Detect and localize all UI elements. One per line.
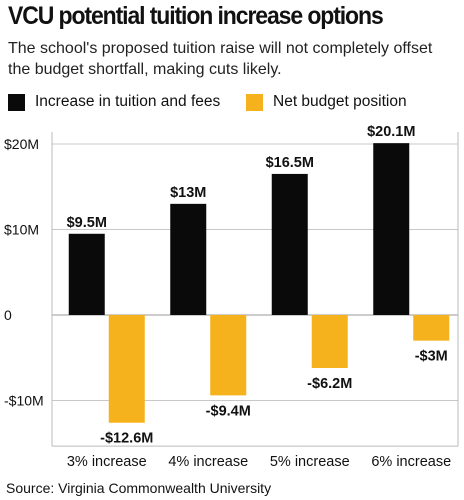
legend-label-tuition: Increase in tuition and fees	[35, 93, 221, 110]
y-tick-label: 0	[4, 307, 12, 323]
bar-tuition	[373, 143, 410, 315]
data-label: -$12.6M	[100, 431, 153, 447]
bar-budget	[311, 315, 348, 369]
y-tick-label: -$10M	[4, 393, 44, 409]
legend-item-budget: Net budget position	[246, 93, 407, 111]
data-label: $20.1M	[367, 124, 415, 140]
y-tick-label: $20M	[4, 136, 39, 152]
chart-title: VCU potential tuition increase options	[8, 2, 384, 30]
data-label: -$3M	[415, 349, 448, 365]
bar-budget	[108, 315, 145, 423]
x-tick-label: 5% increase	[270, 454, 350, 470]
chart-subtitle: The school's proposed tuition raise will…	[8, 40, 433, 78]
bar-tuition	[170, 203, 207, 315]
bar-tuition	[68, 233, 105, 315]
legend-item-tuition: Increase in tuition and fees	[8, 93, 220, 111]
x-tick-label: 6% increase	[371, 454, 451, 470]
data-label: $13M	[170, 185, 206, 201]
x-tick-label: 4% increase	[168, 454, 248, 470]
legend-swatch-tuition	[8, 93, 25, 111]
legend-swatch-budget	[246, 93, 263, 111]
x-tick-label: 3% increase	[67, 454, 147, 470]
source-note: Source: Virginia Commonwealth University	[6, 480, 272, 496]
data-label: -$9.4M	[206, 403, 251, 419]
chart-legend: Increase in tuition and fees Net budget …	[8, 93, 458, 115]
y-tick-label: $10M	[4, 222, 39, 238]
data-label: -$6.2M	[307, 376, 352, 392]
bar-chart: $20M $10M 0 -$10M $9.5M -$12.6M 3% increase $13…	[4, 124, 459, 470]
bar-budget	[413, 315, 450, 341]
bar-budget	[210, 315, 247, 396]
data-label: $9.5M	[67, 215, 107, 231]
bar-tuition	[271, 173, 308, 315]
legend-label-budget: Net budget position	[273, 93, 407, 110]
data-label: $16.5M	[266, 155, 314, 171]
